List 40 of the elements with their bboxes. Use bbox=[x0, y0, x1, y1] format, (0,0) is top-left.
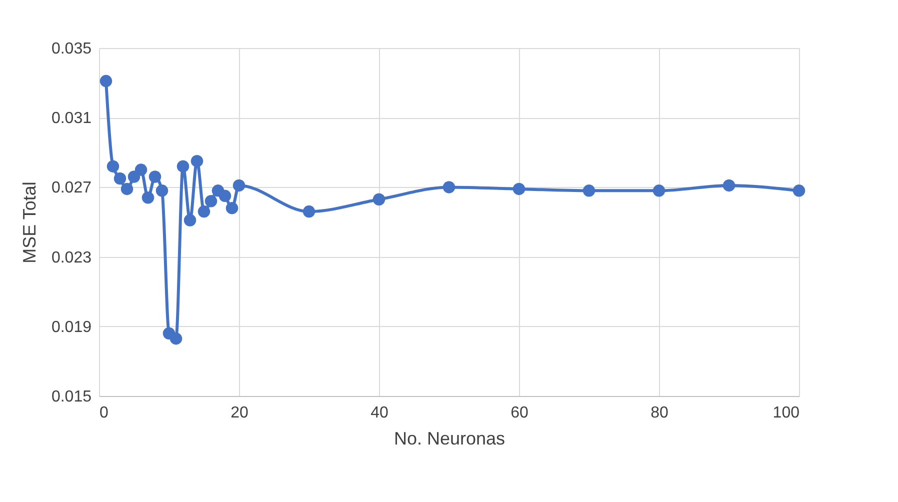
point bbox=[156, 184, 168, 197]
point bbox=[372, 193, 386, 206]
point bbox=[792, 184, 806, 197]
point bbox=[106, 160, 120, 172]
point bbox=[176, 160, 190, 172]
y-tick-label: 0.023 bbox=[51, 249, 92, 266]
point bbox=[582, 184, 596, 197]
y-tick-label: 0.015 bbox=[51, 388, 92, 406]
point bbox=[120, 182, 134, 196]
point bbox=[302, 205, 316, 218]
point bbox=[218, 190, 232, 202]
x-tick-label: 20 bbox=[230, 404, 248, 422]
point bbox=[232, 179, 246, 192]
point bbox=[184, 214, 196, 226]
point bbox=[442, 181, 456, 194]
x-tick-label: 60 bbox=[510, 404, 528, 422]
point bbox=[722, 179, 736, 192]
y-tick-label: 0.031 bbox=[51, 110, 92, 128]
point bbox=[226, 202, 238, 214]
x-tick-label: 0 bbox=[100, 404, 108, 422]
point bbox=[142, 192, 154, 204]
point bbox=[114, 172, 126, 185]
x-axis-title: No. Neuronas bbox=[394, 428, 506, 448]
point bbox=[170, 332, 182, 345]
point bbox=[134, 164, 148, 176]
point bbox=[652, 184, 666, 197]
y-axis-title: MSE Total bbox=[19, 182, 40, 264]
point bbox=[148, 170, 162, 183]
y-tick-label: 0.027 bbox=[51, 180, 92, 197]
point bbox=[128, 170, 140, 183]
x-tick-label: 40 bbox=[370, 404, 388, 422]
point bbox=[190, 154, 204, 168]
y-tick-label: 0.035 bbox=[51, 40, 92, 58]
y-tick-label: 0.019 bbox=[51, 318, 92, 336]
point bbox=[198, 205, 210, 218]
x-tick-label: 80 bbox=[650, 404, 668, 422]
point bbox=[204, 195, 218, 208]
x-tick-label: 100 bbox=[772, 404, 800, 422]
point bbox=[512, 182, 526, 196]
point bbox=[100, 74, 112, 88]
